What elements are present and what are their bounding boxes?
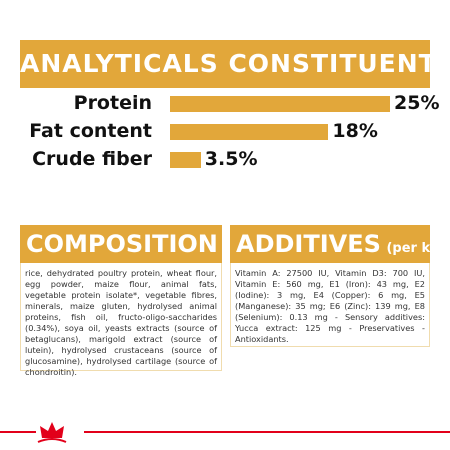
composition-text: rice, dehydrated poultry protein, wheat … [20, 263, 222, 377]
logo-crown [40, 422, 64, 438]
bar [170, 96, 390, 112]
bar-label: Fat content [29, 120, 152, 142]
additives-subtitle: (per kg) [386, 241, 446, 256]
additives-text: Vitamin A: 27500 IU, Vitamin D3: 700 IU,… [230, 263, 430, 347]
title-banner: ANALYTICALS CONSTITUENTS [20, 40, 450, 88]
logo-arc [37, 438, 67, 443]
bar [170, 124, 329, 140]
bar-label: Protein [73, 92, 152, 114]
footer [0, 422, 450, 443]
value-label: 25% [394, 92, 440, 114]
value-label: 3.5% [204, 148, 258, 170]
additives-title: ADDITIVES [236, 230, 381, 258]
bar [170, 152, 201, 168]
bar-label: Crude fiber [32, 148, 152, 170]
additives-banner: ADDITIVES (per kg) [230, 225, 445, 263]
value-label: 18% [332, 120, 378, 142]
composition-banner: COMPOSITION [20, 225, 222, 263]
